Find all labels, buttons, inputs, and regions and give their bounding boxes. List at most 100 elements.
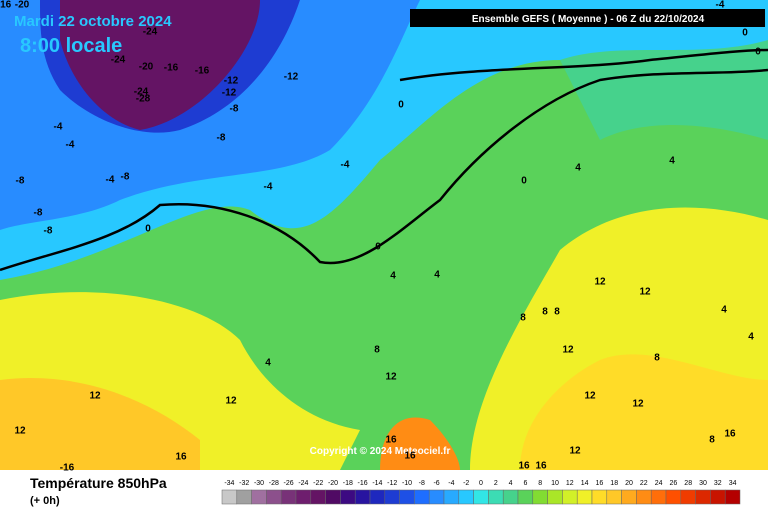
contour-label: -8 bbox=[121, 172, 130, 183]
contour-label: 4 bbox=[721, 305, 727, 316]
contour-label: 8 bbox=[654, 353, 660, 364]
legend-swatch bbox=[414, 489, 430, 505]
legend-tick-label: 32 bbox=[714, 480, 722, 487]
contour-label: 12 bbox=[225, 396, 237, 407]
legend-swatch bbox=[680, 489, 696, 505]
contour-label: 12 bbox=[89, 391, 101, 402]
contour-label: -12 bbox=[222, 88, 237, 99]
legend-tick-label: -4 bbox=[448, 480, 454, 487]
contour-label: 16 bbox=[518, 461, 530, 472]
contour-label: -8 bbox=[16, 176, 25, 187]
contour-label: -16 bbox=[60, 463, 75, 474]
contour-label: -4 bbox=[66, 140, 75, 151]
legend-swatch bbox=[621, 489, 637, 505]
legend-swatch bbox=[517, 489, 534, 505]
model-run: Ensemble GEFS ( Moyenne ) - 06 Z du 22/1… bbox=[472, 14, 705, 25]
legend-tick-label: 20 bbox=[625, 480, 633, 487]
legend-swatch bbox=[458, 489, 474, 505]
zero-isotherm bbox=[399, 48, 768, 82]
contour-label: 16 bbox=[535, 461, 547, 472]
legend-tick-label: -22 bbox=[313, 480, 323, 487]
contour-label: 12 bbox=[562, 345, 574, 356]
contour-label: 12 bbox=[594, 277, 606, 288]
legend-swatch bbox=[266, 489, 282, 505]
legend-swatch bbox=[325, 489, 341, 505]
legend-tick-label: 24 bbox=[655, 480, 663, 487]
contour-label: 12 bbox=[639, 287, 651, 298]
legend-tick-label: 4 bbox=[509, 480, 513, 487]
legend-tick-label: 2 bbox=[494, 480, 498, 487]
legend-swatch bbox=[354, 489, 371, 505]
legend-swatch bbox=[295, 489, 312, 505]
legend-swatch bbox=[399, 489, 415, 505]
legend-swatch bbox=[606, 489, 622, 505]
contour-label: 4 bbox=[575, 163, 581, 174]
legend-tick-label: -14 bbox=[372, 480, 382, 487]
legend-swatch bbox=[665, 489, 682, 505]
legend-tick-label: 12 bbox=[566, 480, 574, 487]
legend-swatch bbox=[547, 489, 563, 505]
contour-label: -8 bbox=[230, 104, 239, 115]
contour-label: -12 bbox=[284, 72, 299, 83]
contour-label: 8 bbox=[554, 307, 560, 318]
contour-label: 16 bbox=[175, 452, 187, 463]
legend-tick-label: -30 bbox=[254, 480, 264, 487]
legend-swatch bbox=[221, 489, 238, 505]
contour-label: -4 bbox=[716, 0, 725, 11]
legend-swatch bbox=[340, 489, 356, 505]
contour-label: 0 bbox=[755, 47, 761, 58]
footer-title: Température 850hPa bbox=[30, 475, 167, 491]
legend-swatch bbox=[650, 489, 667, 505]
contour-label: 0 bbox=[375, 242, 381, 253]
legend-tick-label: -20 bbox=[328, 480, 338, 487]
legend-swatch bbox=[562, 489, 578, 505]
date: Mardi 22 octobre 2024 bbox=[14, 13, 172, 30]
legend-tick-label: 14 bbox=[581, 480, 589, 487]
contour-label: -12 bbox=[224, 76, 239, 87]
legend-swatch bbox=[488, 489, 504, 505]
contour-label: -4 bbox=[106, 175, 115, 186]
contour-label: 4 bbox=[265, 358, 271, 369]
legend-tick-label: -24 bbox=[298, 480, 308, 487]
legend-tick-label: -8 bbox=[419, 480, 425, 487]
contour-label: 16 bbox=[404, 451, 416, 462]
legend-tick-label: 30 bbox=[699, 480, 707, 487]
contour-label: 16 bbox=[385, 435, 397, 446]
contour-label: 8 bbox=[542, 307, 548, 318]
legend-tick-label: 22 bbox=[640, 480, 648, 487]
legend-swatch bbox=[710, 489, 726, 505]
contour-label: 12 bbox=[385, 372, 397, 383]
contour-label: 12 bbox=[584, 391, 596, 402]
legend-swatch bbox=[473, 489, 489, 505]
legend-tick-label: 18 bbox=[610, 480, 618, 487]
time: 8:00 locale bbox=[20, 35, 122, 57]
warm-region bbox=[520, 354, 768, 470]
legend-swatch bbox=[236, 489, 252, 505]
contour-label: -8 bbox=[34, 208, 43, 219]
contour-label: 0 bbox=[145, 224, 151, 235]
legend-tick-label: -12 bbox=[387, 480, 397, 487]
legend-tick-label: -16 bbox=[358, 480, 368, 487]
legend-tick-label: 8 bbox=[538, 480, 542, 487]
copyright: Copyright © 2024 Meteociel.fr bbox=[310, 446, 451, 457]
contour-label: 0 bbox=[742, 28, 748, 39]
contour-label: 12 bbox=[569, 446, 581, 457]
contour-label: -28 bbox=[136, 94, 151, 105]
legend-tick-label: 16 bbox=[596, 480, 604, 487]
legend-swatch bbox=[532, 489, 548, 505]
legend-swatch bbox=[502, 489, 519, 505]
contour-label: 8 bbox=[709, 435, 715, 446]
contour-label: -24 bbox=[134, 87, 149, 98]
contour-label: 4 bbox=[669, 156, 675, 167]
contour-label: -20 bbox=[15, 0, 30, 11]
legend-tick-label: -2 bbox=[463, 480, 469, 487]
contour-label: 4 bbox=[748, 332, 754, 343]
contour-label: 4 bbox=[390, 271, 396, 282]
legend-tick-label: -10 bbox=[402, 480, 412, 487]
legend-tick-label: -6 bbox=[433, 480, 439, 487]
legend-swatch bbox=[695, 489, 711, 505]
cold-region bbox=[60, 0, 260, 130]
contour-label: 8 bbox=[374, 345, 380, 356]
